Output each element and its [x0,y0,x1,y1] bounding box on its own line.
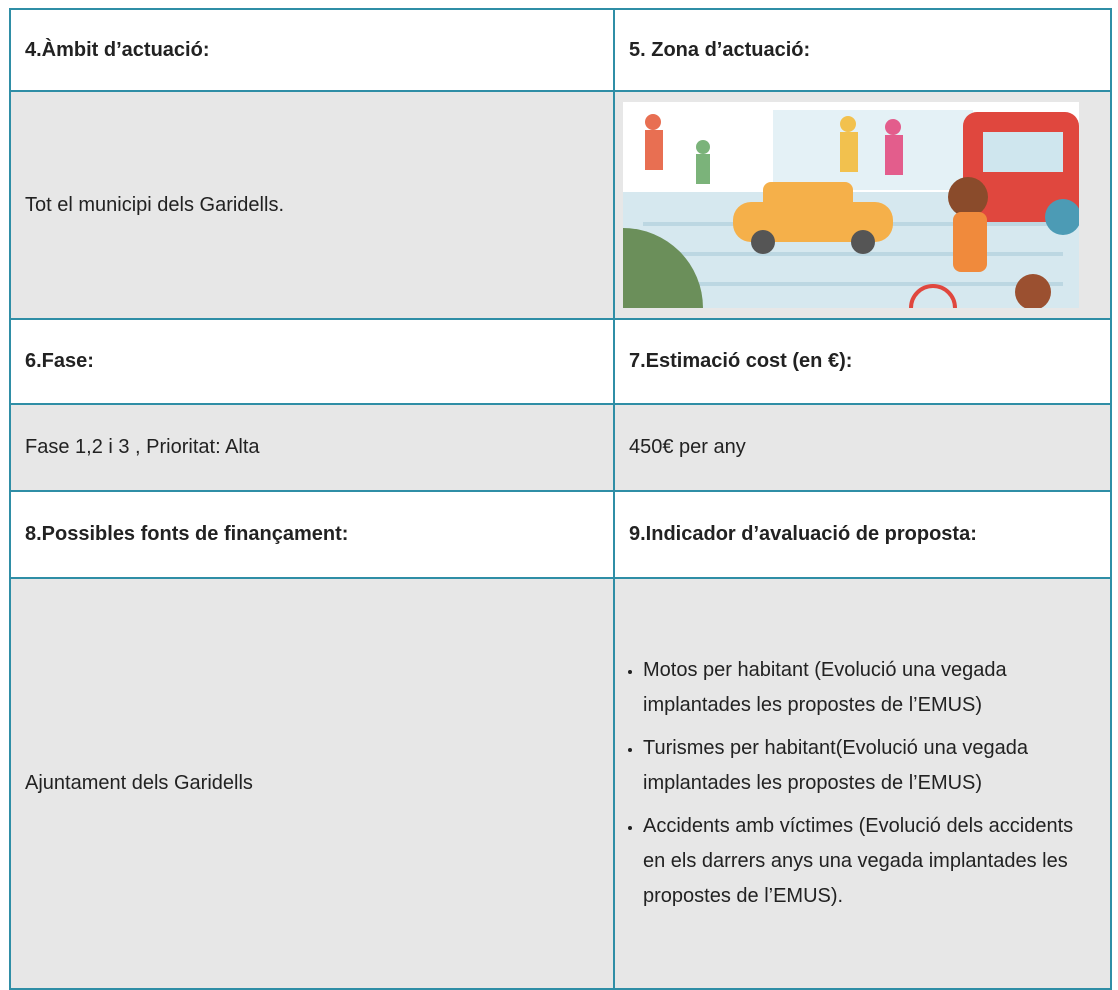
header-cell: 6.Fase: [9,318,615,405]
mobility-illustration [623,102,1079,308]
header-cell: 7.Estimació cost (en €): [613,318,1112,405]
indicator-item: Accidents amb víctimes (Evolució dels ac… [643,809,1096,914]
indicator-item: Turismes per habitant(Evolució una vegad… [643,731,1096,801]
indicator-list: Motos per habitant (Evolució una vegada … [629,653,1096,914]
proposal-table: 4.Àmbit d’actuació: 5. Zona d’actuació: … [9,8,1112,990]
cell: 450€ per any [613,403,1112,492]
cell: Fase 1,2 i 3 , Prioritat: Alta [9,403,615,492]
image-cell [613,90,1112,320]
header-cell: 5. Zona d’actuació: [613,8,1112,92]
cell: Tot el municipi dels Garidells. [9,90,615,320]
header-cell: 4.Àmbit d’actuació: [9,8,615,92]
header-cell: 9.Indicador d’avaluació de proposta: [613,490,1112,579]
header-cell: 8.Possibles fonts de finançament: [9,490,615,579]
indicator-cell: Motos per habitant (Evolució una vegada … [613,577,1112,990]
cell: Ajuntament dels Garidells [9,577,615,990]
indicator-item: Motos per habitant (Evolució una vegada … [643,653,1096,723]
